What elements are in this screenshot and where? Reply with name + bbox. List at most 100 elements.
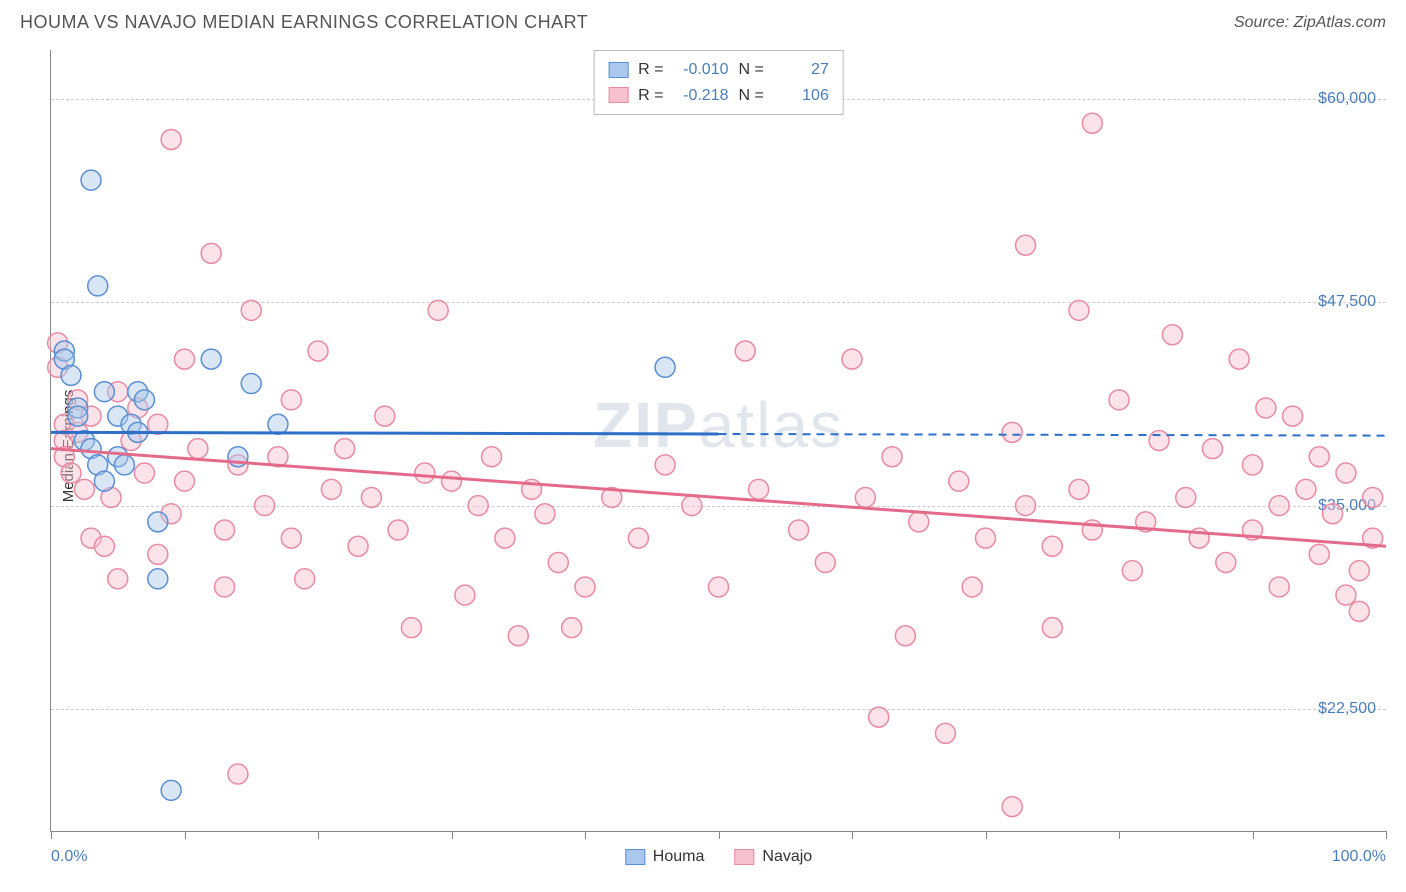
data-point — [1216, 553, 1236, 573]
data-point — [1283, 406, 1303, 426]
data-point — [1269, 496, 1289, 516]
x-tick — [318, 831, 319, 839]
data-point — [495, 528, 515, 548]
data-point — [1002, 422, 1022, 442]
data-point — [428, 300, 448, 320]
data-point — [508, 626, 528, 646]
data-point — [1149, 431, 1169, 451]
data-point — [1082, 113, 1102, 133]
x-tick — [986, 831, 987, 839]
data-point — [655, 357, 675, 377]
data-point — [1069, 300, 1089, 320]
data-point — [268, 414, 288, 434]
data-point — [88, 276, 108, 296]
data-point — [869, 707, 889, 727]
legend: Houma Navajo — [625, 848, 812, 866]
data-point — [295, 569, 315, 589]
data-point — [335, 439, 355, 459]
data-point — [415, 463, 435, 483]
stats-row-navajo: R = -0.218 N = 106 — [608, 83, 829, 109]
data-point — [1349, 561, 1369, 581]
regression-line — [51, 432, 719, 434]
data-point — [949, 471, 969, 491]
data-point — [1122, 561, 1142, 581]
data-point — [709, 577, 729, 597]
data-point — [361, 487, 381, 507]
x-tick — [852, 831, 853, 839]
data-point — [1243, 455, 1263, 475]
data-point — [348, 536, 368, 556]
data-point — [1269, 577, 1289, 597]
x-tick — [185, 831, 186, 839]
data-point — [909, 512, 929, 532]
data-point — [241, 300, 261, 320]
data-point — [188, 439, 208, 459]
houma-legend-swatch — [625, 849, 645, 865]
x-tick — [585, 831, 586, 839]
x-tick — [719, 831, 720, 839]
data-point — [1016, 235, 1036, 255]
data-point — [148, 544, 168, 564]
data-point — [94, 382, 114, 402]
data-point — [161, 129, 181, 149]
data-point — [108, 569, 128, 589]
data-point — [735, 341, 755, 361]
data-point — [1176, 487, 1196, 507]
data-point — [94, 536, 114, 556]
data-point — [789, 520, 809, 540]
houma-swatch — [608, 62, 628, 78]
data-point — [68, 406, 88, 426]
legend-item-navajo: Navajo — [734, 848, 812, 866]
correlation-stats-box: R = -0.010 N = 27 R = -0.218 N = 106 — [593, 50, 844, 115]
data-point — [228, 764, 248, 784]
data-point — [1349, 601, 1369, 621]
data-point — [1323, 504, 1343, 524]
data-point — [962, 577, 982, 597]
chart-title: HOUMA VS NAVAJO MEDIAN EARNINGS CORRELAT… — [20, 12, 588, 33]
data-point — [1256, 398, 1276, 418]
data-point — [74, 479, 94, 499]
data-point — [1202, 439, 1222, 459]
x-tick — [1253, 831, 1254, 839]
x-tick — [1119, 831, 1120, 839]
data-point — [655, 455, 675, 475]
data-point — [535, 504, 555, 524]
data-point — [815, 553, 835, 573]
data-point — [81, 170, 101, 190]
data-point — [215, 577, 235, 597]
x-axis-min-label: 0.0% — [51, 848, 87, 866]
data-point — [562, 618, 582, 638]
data-point — [175, 471, 195, 491]
data-point — [976, 528, 996, 548]
data-point — [61, 463, 81, 483]
data-point — [215, 520, 235, 540]
data-point — [401, 618, 421, 638]
data-point — [1309, 447, 1329, 467]
data-point — [1016, 496, 1036, 516]
data-point — [375, 406, 395, 426]
data-point — [935, 723, 955, 743]
navajo-swatch — [608, 87, 628, 103]
data-point — [442, 471, 462, 491]
data-point — [1002, 797, 1022, 817]
data-point — [1042, 536, 1062, 556]
data-point — [321, 479, 341, 499]
data-point — [468, 496, 488, 516]
data-point — [94, 471, 114, 491]
data-point — [482, 447, 502, 467]
data-point — [148, 512, 168, 532]
data-point — [882, 447, 902, 467]
data-point — [628, 528, 648, 548]
data-point — [1336, 585, 1356, 605]
data-point — [1109, 390, 1129, 410]
stats-row-houma: R = -0.010 N = 27 — [608, 57, 829, 83]
data-point — [1309, 544, 1329, 564]
x-tick — [51, 831, 52, 839]
data-point — [201, 243, 221, 263]
source-label: Source: ZipAtlas.com — [1234, 14, 1386, 32]
data-point — [201, 349, 221, 369]
data-point — [1069, 479, 1089, 499]
data-point — [134, 463, 154, 483]
data-point — [1042, 618, 1062, 638]
navajo-legend-swatch — [734, 849, 754, 865]
